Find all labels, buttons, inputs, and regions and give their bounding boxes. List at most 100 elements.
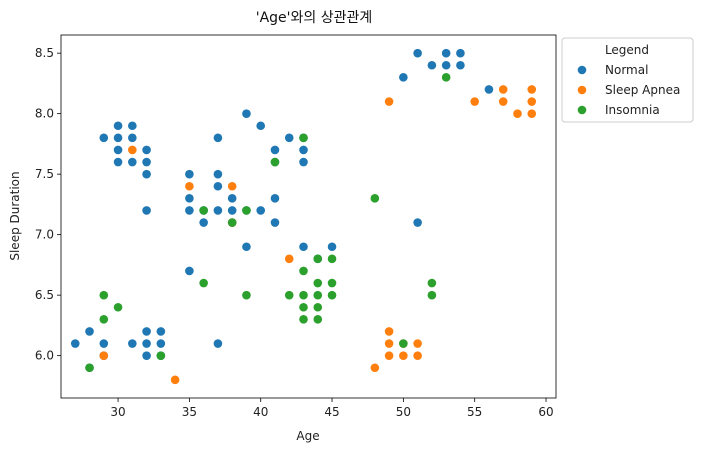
y-tick-label: 8.0 — [35, 107, 54, 121]
point-normal — [142, 327, 151, 336]
point-sleep-apnea — [527, 109, 537, 118]
legend-marker-insomnia — [577, 105, 587, 115]
point-sleep-apnea — [384, 97, 394, 106]
point-sleep-apnea — [384, 327, 394, 336]
point-normal — [242, 109, 251, 118]
point-normal — [299, 242, 308, 252]
legend-box — [561, 37, 694, 123]
plot-area — [60, 34, 557, 399]
point-insomnia — [270, 157, 280, 167]
point-normal — [456, 48, 465, 58]
point-normal — [284, 133, 294, 143]
x-axis-label: Age — [296, 429, 319, 443]
point-normal — [213, 181, 223, 191]
legend-label-normal: Normal — [605, 63, 648, 77]
point-insomnia — [85, 363, 94, 373]
point-normal — [399, 73, 408, 82]
x-tick-label: 50 — [396, 405, 411, 419]
point-insomnia — [427, 278, 437, 288]
legend-marker-sleep-apnea — [577, 85, 587, 95]
point-sleep-apnea — [99, 351, 109, 360]
point-sleep-apnea — [370, 363, 380, 373]
y-tick-label: 6.0 — [35, 349, 54, 363]
point-normal — [113, 157, 123, 167]
point-insomnia — [327, 254, 337, 264]
point-insomnia — [299, 133, 308, 143]
point-normal — [128, 339, 137, 348]
point-normal — [227, 194, 237, 203]
point-normal — [142, 351, 151, 360]
point-normal — [185, 169, 194, 179]
point-insomnia — [284, 290, 294, 300]
x-tick-label: 35 — [182, 405, 197, 419]
point-normal — [128, 157, 137, 167]
point-sleep-apnea — [498, 85, 508, 94]
point-normal — [156, 327, 166, 336]
point-normal — [156, 339, 166, 348]
legend-title: Legend — [605, 43, 649, 57]
legend-label-insomnia: Insomnia — [605, 103, 660, 117]
y-tick-label: 6.5 — [35, 288, 54, 302]
y-axis: 6.0 6.5 7.0 7.5 8.0 8.5 — [35, 46, 61, 363]
point-insomnia — [99, 290, 109, 300]
point-normal — [441, 48, 451, 58]
x-axis: 30 35 40 45 50 55 60 — [110, 398, 554, 419]
point-insomnia — [313, 254, 323, 264]
point-normal — [142, 206, 151, 215]
legend-label-sleep-apnea: Sleep Apnea — [605, 83, 680, 97]
point-insomnia — [242, 206, 251, 215]
x-tick-label: 30 — [110, 405, 125, 419]
point-normal — [185, 194, 194, 203]
point-normal — [99, 339, 109, 348]
point-normal — [70, 339, 80, 348]
point-normal — [213, 206, 223, 215]
point-sleep-apnea — [227, 181, 237, 191]
point-normal — [142, 145, 151, 155]
chart-title: 'Age'와의 상관관계 — [256, 10, 373, 26]
point-normal — [242, 242, 251, 252]
point-insomnia — [99, 315, 109, 324]
point-insomnia — [299, 266, 308, 276]
y-tick-label: 7.0 — [35, 228, 54, 242]
x-tick-label: 55 — [467, 405, 482, 419]
point-sleep-apnea — [413, 351, 422, 360]
point-sleep-apnea — [527, 97, 537, 106]
point-sleep-apnea — [527, 85, 537, 94]
point-sleep-apnea — [128, 145, 137, 155]
point-normal — [142, 157, 151, 167]
point-insomnia — [299, 315, 308, 324]
point-normal — [413, 48, 422, 58]
point-normal — [427, 60, 437, 70]
point-sleep-apnea — [399, 351, 408, 360]
legend-entries: Normal Sleep Apnea Insomnia — [577, 63, 680, 117]
x-tick-label: 40 — [253, 405, 268, 419]
point-insomnia — [299, 290, 308, 300]
point-insomnia — [227, 218, 237, 227]
point-normal — [256, 121, 266, 131]
point-sleep-apnea — [498, 97, 508, 106]
point-insomnia — [327, 278, 337, 288]
point-normal — [299, 157, 308, 167]
legend: Legend Normal Sleep Apnea Insomnia — [561, 37, 694, 123]
point-normal — [256, 206, 266, 215]
point-normal — [113, 145, 123, 155]
point-normal — [213, 169, 223, 179]
point-normal — [270, 218, 280, 227]
point-insomnia — [199, 278, 208, 288]
point-normal — [441, 60, 451, 70]
point-sleep-apnea — [384, 339, 394, 348]
point-normal — [199, 218, 208, 227]
point-normal — [113, 121, 123, 131]
point-normal — [142, 339, 151, 348]
x-tick-label: 60 — [538, 405, 553, 419]
y-axis-label: Sleep Duration — [8, 171, 22, 260]
point-insomnia — [199, 206, 208, 215]
point-insomnia — [441, 73, 451, 82]
y-tick-label: 8.5 — [35, 46, 54, 60]
point-sleep-apnea — [413, 339, 422, 348]
point-sleep-apnea — [470, 97, 479, 106]
point-normal — [128, 121, 137, 131]
point-normal — [484, 85, 494, 94]
point-sleep-apnea — [170, 375, 180, 385]
